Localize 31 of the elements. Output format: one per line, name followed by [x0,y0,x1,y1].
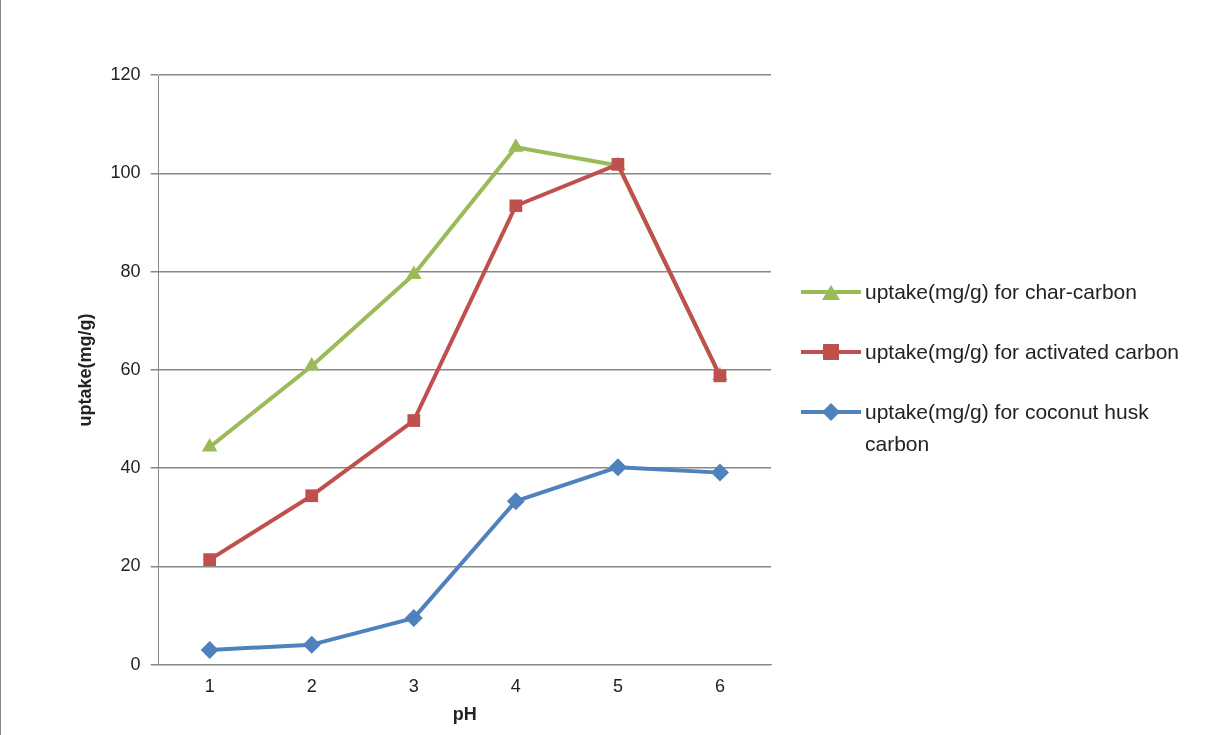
legend-label: uptake(mg/g) for coconut husk carbon [865,398,1150,457]
point [405,265,422,280]
point [404,609,423,628]
x-tick-label: 5 [612,675,623,696]
y-tick-label: 20 [120,555,141,576]
y-tick-label: 60 [120,358,141,379]
y-tick-label: 40 [120,457,141,478]
point [509,199,523,213]
y-tick-label: 100 [110,162,141,183]
x-tick-label: 3 [408,675,419,696]
legend-label: uptake(mg/g) for activated carbon [865,338,1179,365]
point [203,553,217,566]
point [407,414,421,427]
point [608,458,627,477]
legend-label: uptake(mg/g) for char-carbon [865,278,1137,305]
point [508,138,524,152]
x-axis-title: pH [452,704,477,725]
y-tick-label: 0 [130,653,141,674]
y-axis-title: uptake(mg/g) [74,313,95,427]
point [200,641,219,660]
x-tick-label: 1 [204,675,215,696]
x-tick-label: 6 [714,675,725,696]
x-tick-label: 2 [306,675,317,696]
y-tick-label: 120 [110,63,141,84]
point [305,489,319,503]
point [302,635,321,654]
point [201,438,218,452]
point [710,463,729,482]
point [506,492,525,511]
x-tick-label: 4 [510,675,521,696]
y-tick-label: 80 [120,260,141,281]
